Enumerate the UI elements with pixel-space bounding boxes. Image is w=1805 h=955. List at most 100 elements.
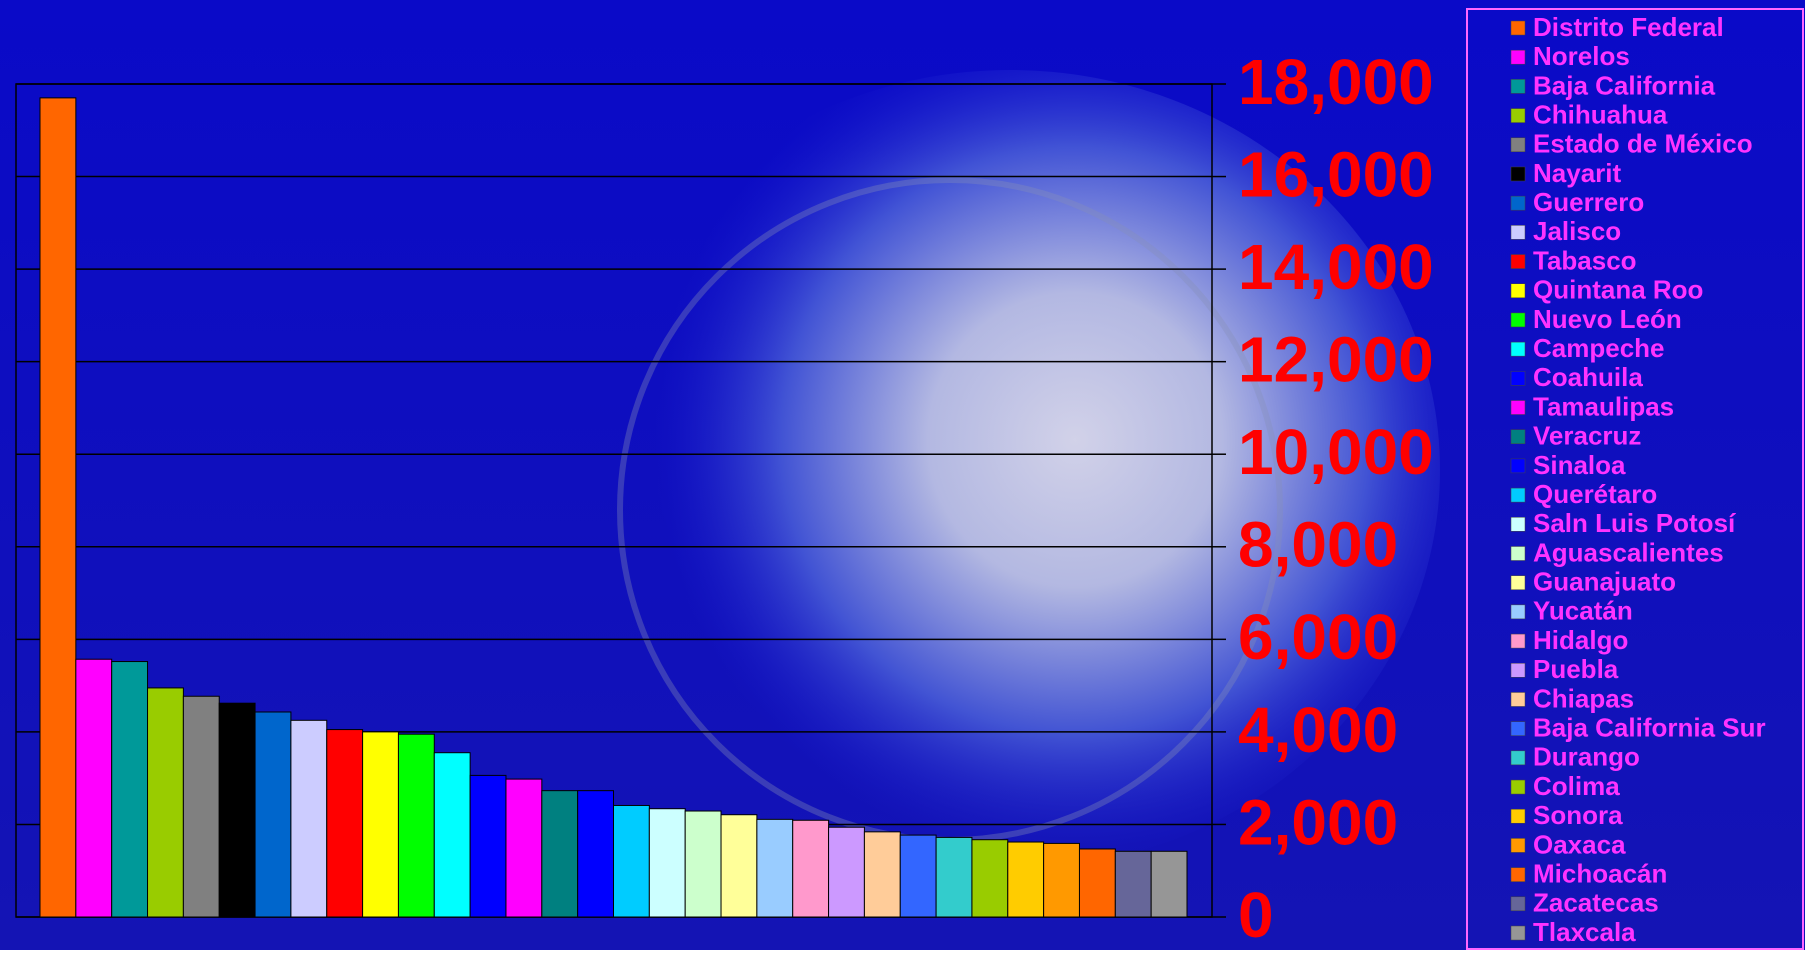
legend-swatch	[1510, 838, 1526, 853]
legend-label: Hidalgo	[1533, 625, 1628, 655]
bar	[613, 804, 650, 918]
legend-label: Chiapas	[1533, 683, 1634, 713]
legend-swatch	[1510, 400, 1526, 415]
legend-swatch	[1510, 49, 1526, 65]
legend-swatch	[1510, 195, 1526, 211]
legend-label: Norelos	[1533, 41, 1630, 71]
bar	[254, 711, 292, 918]
bar	[828, 826, 865, 918]
bar	[1043, 842, 1080, 918]
legend-swatch	[1510, 108, 1526, 123]
bar	[684, 810, 722, 918]
legend-swatch	[1510, 750, 1526, 766]
legend-swatch	[1510, 341, 1526, 357]
bar	[792, 819, 830, 918]
legend-swatch	[1510, 867, 1526, 882]
bar	[39, 97, 77, 918]
bar	[756, 818, 794, 918]
bar	[541, 790, 579, 918]
bar	[1114, 850, 1152, 918]
legend-swatch	[1510, 604, 1526, 620]
legend-swatch	[1510, 458, 1526, 474]
legend-label: Colima	[1533, 771, 1620, 801]
legend-swatch	[1510, 663, 1526, 678]
legend-label: Sonora	[1533, 800, 1623, 830]
bar	[720, 814, 758, 918]
legend-swatch	[1510, 808, 1526, 824]
legend-swatch	[1510, 371, 1526, 386]
legend-label: Nuevo León	[1533, 304, 1682, 334]
y-tick-label: 8,000	[1238, 509, 1398, 581]
bar	[111, 661, 149, 918]
y-tick-label: 6,000	[1238, 601, 1398, 673]
legend-label: Tlaxcala	[1533, 917, 1636, 947]
legend-label: Yucatán	[1533, 596, 1633, 626]
bar	[397, 733, 435, 918]
y-tick-label: 14,000	[1238, 231, 1434, 303]
legend-label: Baja California Sur	[1533, 713, 1766, 743]
legend-label: Saln Luis Potosí	[1533, 508, 1736, 538]
legend-label: Tabasco	[1533, 245, 1637, 275]
legend-swatch	[1510, 925, 1526, 941]
legend-label: Quintana Roo	[1533, 275, 1703, 305]
bar	[1007, 841, 1045, 918]
bar	[433, 752, 471, 918]
legend-swatch	[1510, 137, 1526, 153]
legend-swatch	[1510, 546, 1526, 561]
bar	[147, 687, 184, 918]
legend-label: Campeche	[1533, 333, 1665, 363]
legend-label: Chihuahua	[1533, 99, 1668, 129]
legend-swatch	[1510, 517, 1526, 532]
bar	[505, 778, 543, 918]
legend-label: Estado de México	[1533, 129, 1753, 159]
legend-label: Oaxaca	[1533, 829, 1626, 859]
legend-box	[1466, 8, 1804, 950]
legend-swatch	[1510, 429, 1526, 444]
bar	[469, 774, 507, 918]
bar	[182, 695, 220, 918]
bar	[971, 839, 1009, 918]
legend-label: Michoacán	[1533, 858, 1667, 888]
bar	[899, 834, 937, 918]
legend-swatch	[1510, 254, 1526, 269]
legend-swatch	[1510, 283, 1526, 298]
legend-swatch	[1510, 779, 1526, 795]
legend-swatch	[1510, 575, 1526, 590]
y-tick-label: 0	[1238, 879, 1274, 950]
y-tick-label: 10,000	[1238, 416, 1434, 488]
legend-swatch	[1510, 633, 1526, 649]
y-tick-label: 18,000	[1238, 46, 1434, 118]
bar	[1150, 850, 1188, 918]
legend-label: Durango	[1533, 742, 1640, 772]
bar	[75, 658, 113, 918]
legend-swatch	[1510, 312, 1526, 328]
legend-swatch	[1510, 20, 1526, 36]
bar	[1078, 848, 1116, 918]
plot: 0 2,000 4,000 6,000 8,000 10,000 12,000 14,000 1…	[16, 46, 1434, 951]
bar	[648, 808, 686, 918]
bar	[326, 729, 364, 918]
legend-label: Querétaro	[1533, 479, 1657, 509]
legend-swatch	[1510, 896, 1526, 912]
legend-label: Zacatecas	[1533, 888, 1659, 918]
bar	[218, 702, 256, 918]
legend-label: Veracruz	[1533, 421, 1641, 451]
legend-label: Coahuila	[1533, 362, 1643, 392]
bar	[362, 731, 399, 918]
legend-label: Distrito Federal	[1533, 12, 1724, 42]
y-tick-label: 2,000	[1238, 786, 1398, 858]
y-tick-label: 12,000	[1238, 324, 1434, 396]
bar	[863, 831, 901, 918]
legend-label: Guerrero	[1533, 187, 1644, 217]
legend-label: Nayarit	[1533, 158, 1621, 188]
legend-label: Sinaloa	[1533, 450, 1626, 480]
bar	[935, 836, 973, 918]
bar	[577, 790, 614, 918]
legend-label: Guanajuato	[1533, 567, 1676, 597]
legend-label: Puebla	[1533, 654, 1619, 684]
legend-swatch	[1510, 225, 1526, 240]
legend-label: Baja California	[1533, 70, 1716, 100]
